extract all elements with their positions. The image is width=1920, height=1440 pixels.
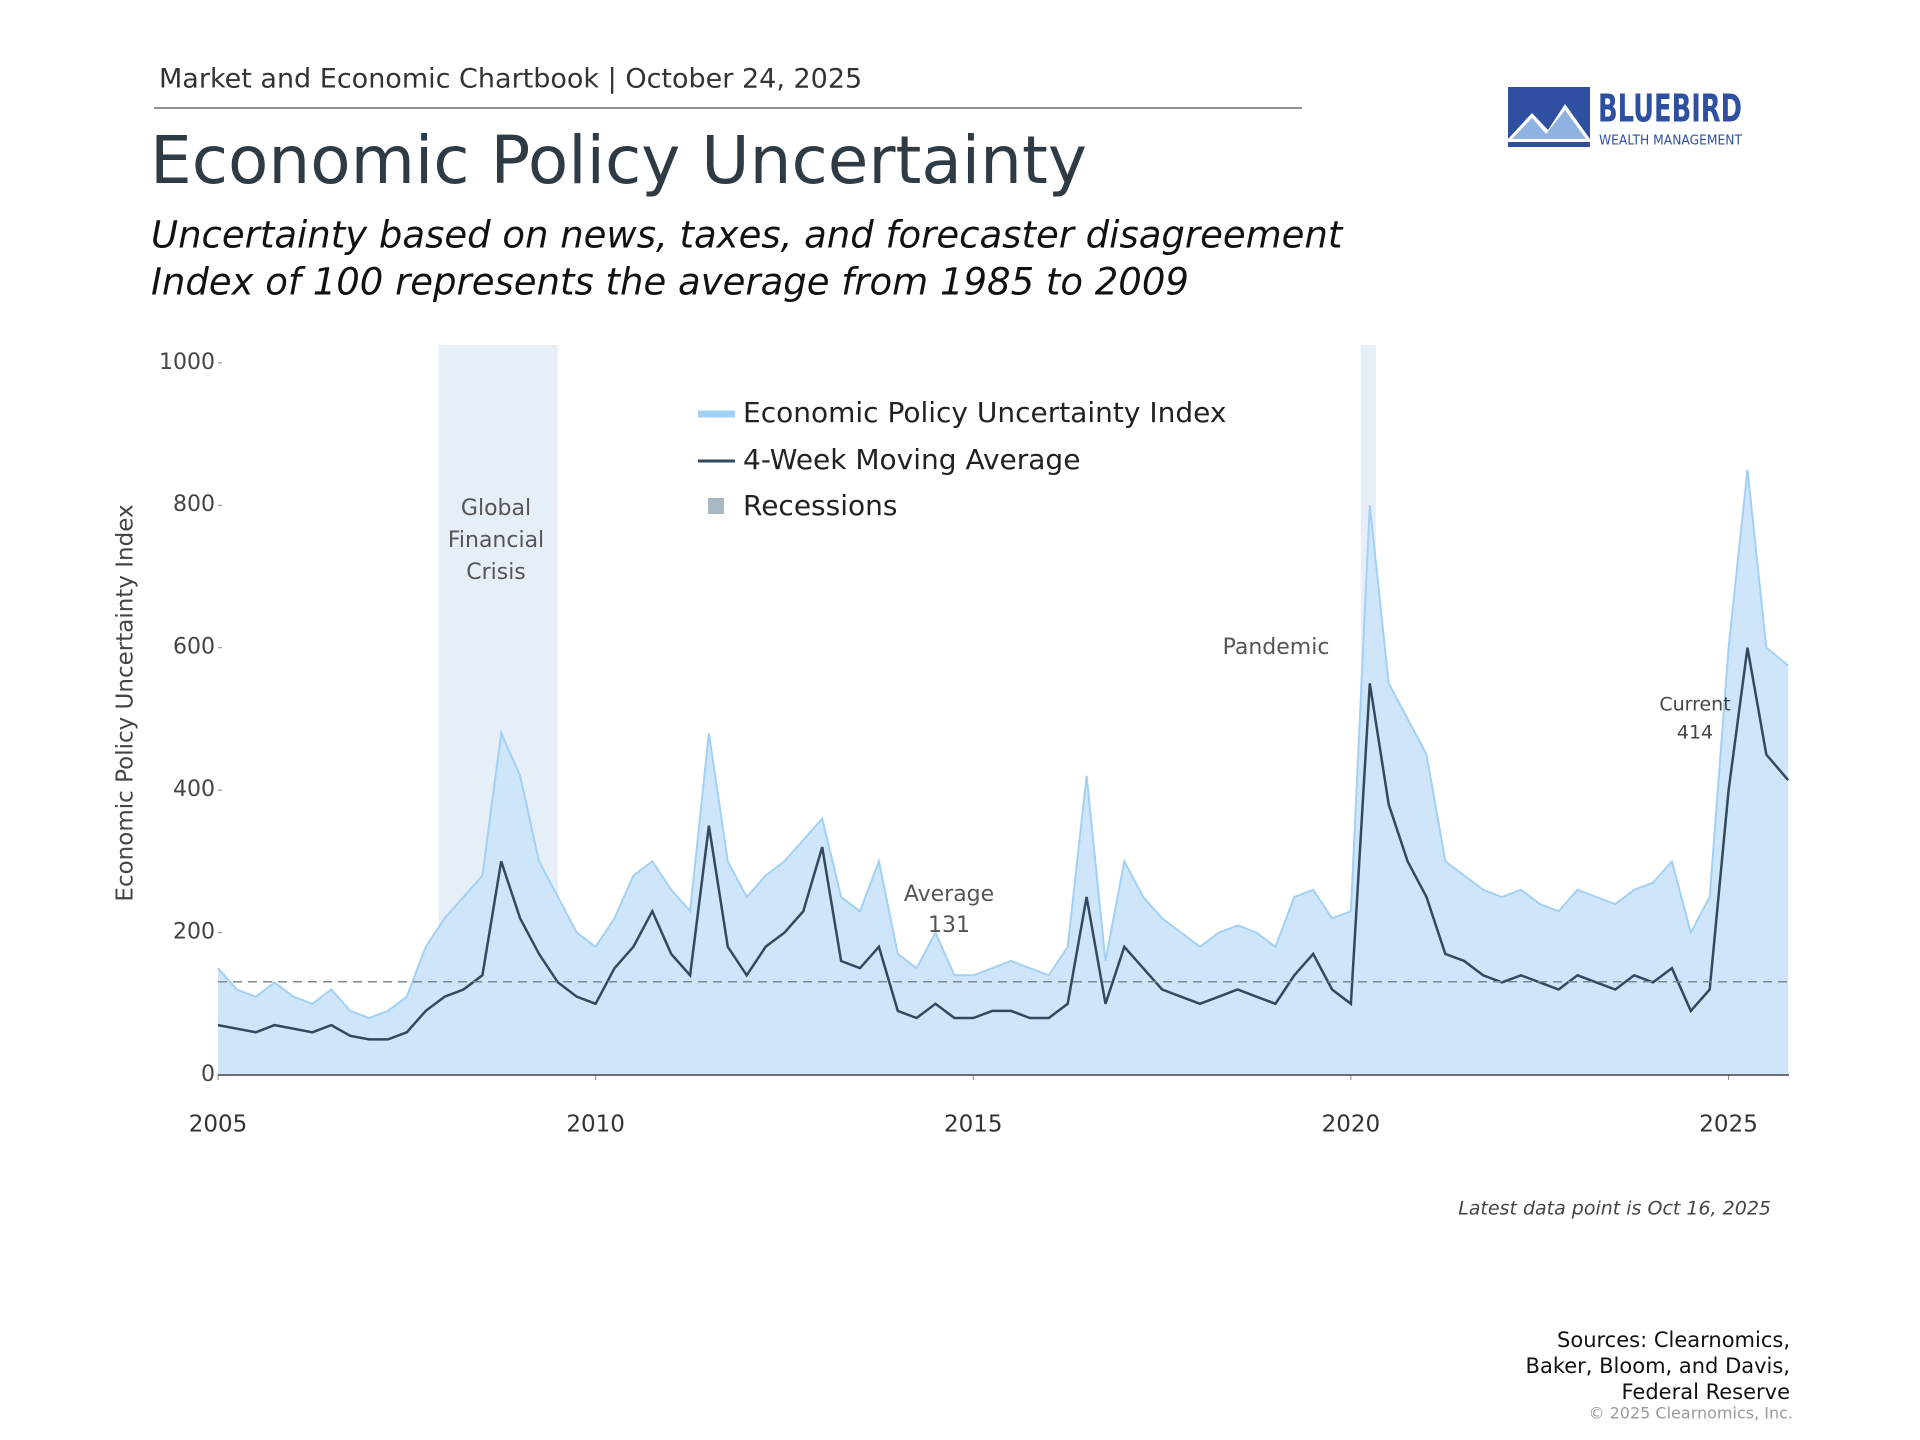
sources: Federal Reserve	[1621, 1380, 1790, 1404]
annotation: Financial	[448, 528, 544, 553]
average-label: Average	[904, 882, 994, 907]
legend-label: Economic Policy Uncertainty Index	[743, 396, 1226, 429]
annotation: Pandemic	[1223, 635, 1330, 660]
x-tick-label: 2015	[944, 1112, 1003, 1138]
subtitle: Index of 100 represents the average from…	[151, 261, 1189, 304]
logo-icon	[1508, 87, 1590, 147]
legend-label: Recessions	[743, 489, 897, 522]
y-tick-label: 600	[173, 635, 215, 660]
y-tick-label: 800	[173, 492, 215, 517]
logo-tagline: WEALTH MANAGEMENT	[1599, 134, 1742, 149]
current-label: Current	[1659, 694, 1730, 716]
sources: Baker, Bloom, and Davis,	[1526, 1354, 1790, 1378]
legend-swatch	[708, 498, 724, 514]
legend-label: 4-Week Moving Average	[743, 443, 1080, 476]
sources: Sources: Clearnomics,	[1557, 1328, 1790, 1352]
y-tick-label: 0	[201, 1062, 215, 1087]
y-tick-label: 400	[173, 777, 215, 802]
index-area	[218, 469, 1789, 1076]
copyright: © 2025 Clearnomics, Inc.	[1589, 1404, 1793, 1423]
x-tick-label: 2020	[1322, 1112, 1381, 1138]
series-line	[217, 469, 1789, 1020]
y-tick-label: 1000	[159, 350, 215, 375]
x-tick-label: 2005	[189, 1112, 248, 1138]
x-tick-label: 2010	[566, 1112, 625, 1138]
y-tick-label: 200	[173, 920, 215, 945]
average-value: 131	[928, 913, 970, 938]
subtitle: Uncertainty based on news, taxes, and fo…	[151, 214, 1344, 257]
annotation: Crisis	[466, 560, 526, 585]
footnote: Latest data point is Oct 16, 2025	[1458, 1198, 1771, 1220]
header: Market and Economic Chartbook | October …	[159, 64, 862, 95]
current-value: 414	[1677, 722, 1713, 744]
chart-title: Economic Policy Uncertainty	[150, 122, 1087, 199]
logo-name: BLUEBIRD	[1598, 87, 1742, 131]
annotation: Global	[461, 496, 531, 521]
y-axis-label: Economic Policy Uncertainty Index	[113, 504, 139, 901]
x-tick-label: 2025	[1699, 1112, 1758, 1138]
series-line	[217, 647, 1790, 1041]
